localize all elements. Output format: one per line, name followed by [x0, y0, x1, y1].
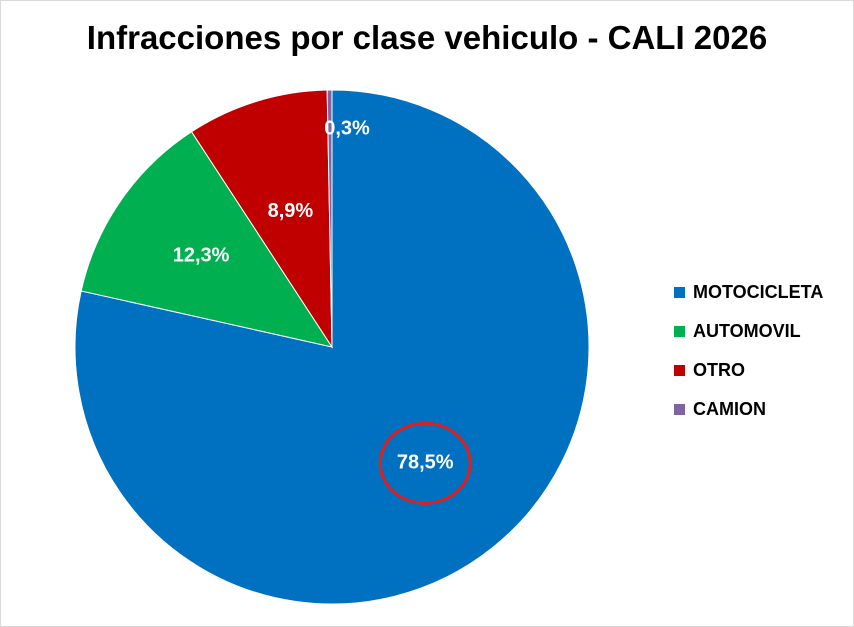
legend-label: AUTOMOVIL — [693, 321, 801, 341]
pie-slice-motocicleta — [74, 89, 590, 605]
legend-item-motocicleta: MOTOCICLETA — [674, 273, 823, 312]
legend-swatch — [674, 326, 685, 337]
data-label-motocicleta: 78,5% — [397, 452, 454, 474]
legend-label: MOTOCICLETA — [693, 282, 824, 302]
legend-label: CAMION — [693, 399, 766, 419]
pie-slice-camion — [326, 89, 333, 348]
legend-label: OTRO — [693, 360, 745, 380]
highlight-circle — [378, 421, 472, 505]
chart-title: Infracciones por clase vehiculo - CALI 2… — [86, 19, 768, 56]
pie-slice-automovil — [80, 131, 334, 348]
legend-item-camion: CAMION — [674, 390, 823, 429]
chart-legend: MOTOCICLETA AUTOMOVIL OTRO CAMION — [674, 273, 823, 429]
legend-item-otro: OTRO — [674, 351, 823, 390]
pie-slice-otro — [190, 89, 333, 349]
data-label-automovil: 12,3% — [173, 244, 230, 266]
legend-swatch — [674, 365, 685, 376]
legend-item-automovil: AUTOMOVIL — [674, 312, 823, 351]
legend-swatch — [674, 287, 685, 298]
data-label-camion: 0,3% — [324, 117, 370, 139]
legend-swatch — [674, 404, 685, 415]
data-label-otro: 8,9% — [268, 200, 314, 222]
